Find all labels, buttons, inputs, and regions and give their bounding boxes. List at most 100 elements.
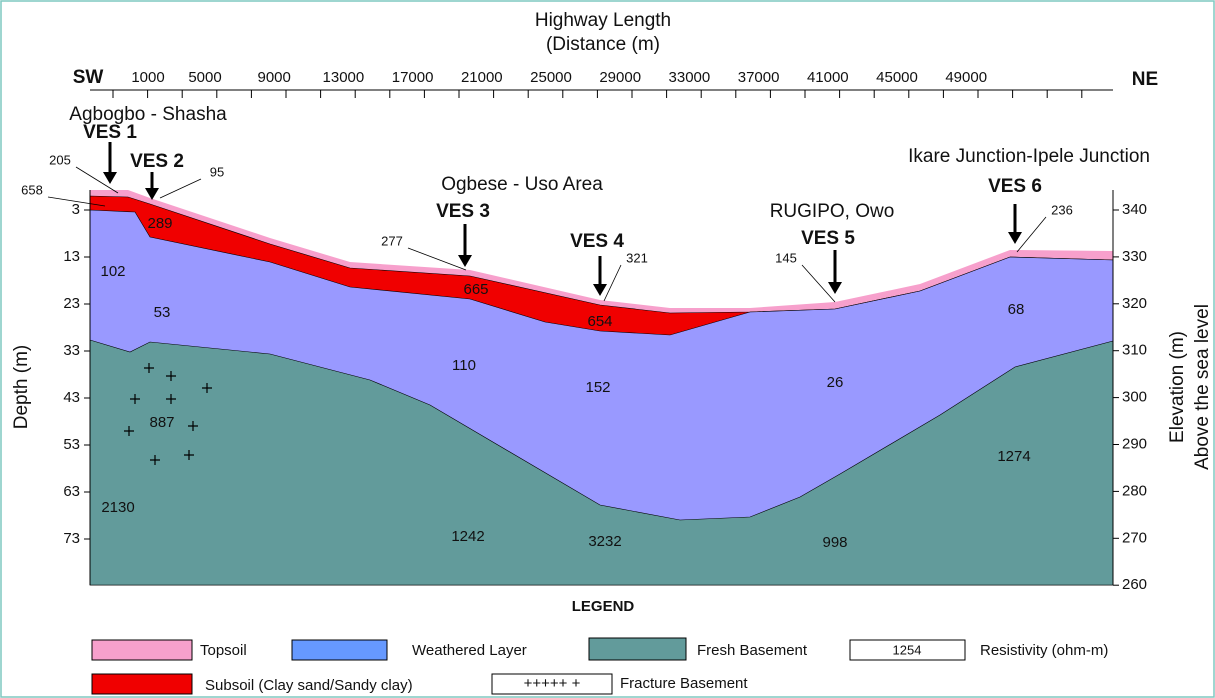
leader-line (1016, 216, 1047, 253)
resistivity-label: 110 (452, 357, 476, 374)
y-tick-label: 270 (1122, 529, 1147, 546)
legend-swatch (588, 637, 687, 661)
legend-sample: 1254 (893, 642, 922, 657)
legend-swatch (91, 639, 193, 661)
arrow-head (103, 172, 117, 184)
y-tick-label: 290 (1122, 435, 1147, 452)
y-tick-label: 330 (1122, 248, 1147, 265)
right-axis-label: Above the sea level (1192, 304, 1213, 470)
resistivity-label: 152 (585, 379, 610, 396)
resistivity-label: 289 (147, 215, 172, 232)
resistivity-label: 665 (463, 281, 488, 298)
x-tick-label: 45000 (876, 69, 918, 86)
y-tick-label: 63 (63, 483, 80, 500)
x-tick-label: 37000 (738, 69, 780, 86)
leader-line (47, 196, 106, 207)
y-tick-label: 33 (63, 342, 80, 359)
resistivity-label: 145 (775, 250, 797, 265)
resistivity-label: 53 (154, 304, 171, 321)
x-tick-label: 1000 (131, 69, 164, 86)
arrow-head (828, 282, 842, 294)
leader-line (603, 264, 622, 302)
y-tick-label: 300 (1122, 389, 1147, 406)
y-tick-label: 260 (1122, 576, 1147, 593)
resistivity-label: 1274 (997, 448, 1030, 465)
y-tick-label: 13 (63, 248, 80, 265)
x-tick-label: 41000 (807, 69, 849, 86)
x-tick-label: 9000 (258, 69, 291, 86)
title: Highway Length (535, 10, 671, 31)
ves-label: VES 4 (570, 231, 624, 252)
place-label: RUGIPO, Owo (770, 201, 895, 222)
resistivity-label: 95 (210, 164, 224, 179)
leader-line (801, 264, 836, 303)
fracture-symbols (124, 363, 212, 465)
leader-lines (47, 166, 1047, 303)
legend-sample: +++++ + (524, 675, 581, 692)
resistivity-label: 68 (1008, 301, 1025, 318)
resistivity-label: 1242 (451, 528, 484, 545)
legend-label: Topsoil (200, 642, 247, 659)
legend-swatch (491, 673, 613, 695)
resistivity-label: 887 (149, 414, 174, 431)
ves-label: VES 6 (988, 176, 1042, 197)
legend-title: LEGEND (572, 598, 635, 615)
legend-swatch (291, 639, 388, 661)
ves-label: VES 5 (801, 228, 855, 249)
legend-label: Fracture Basement (620, 675, 748, 692)
legend-swatch (91, 673, 193, 695)
x-tick-label: 49000 (945, 69, 987, 86)
y-tick-label: 310 (1122, 342, 1147, 359)
leader-line (407, 247, 467, 271)
legend-swatch (849, 639, 966, 661)
leader-line (159, 178, 202, 199)
sw-label: SW (73, 67, 104, 88)
resistivity-label: 2130 (101, 499, 134, 516)
y-tick-label: 320 (1122, 295, 1147, 312)
place-label: Agbogbo - Shasha (69, 104, 227, 125)
y-tick-label: 3 (72, 201, 80, 218)
resistivity-label: 3232 (588, 533, 621, 550)
ves-label: VES 3 (436, 201, 490, 222)
place-label: Ogbese - Uso Area (441, 174, 603, 195)
resistivity-label: 998 (822, 534, 847, 551)
ves-arrows (103, 142, 1022, 296)
axes (84, 89, 1119, 586)
y-tick-label: 73 (63, 530, 80, 547)
resistivity-label: 277 (381, 233, 403, 248)
y-tick-label: 23 (63, 295, 80, 312)
resistivity-label: 321 (626, 250, 648, 265)
x-tick-label: 33000 (669, 69, 711, 86)
legend-label: Resistivity (ohm-m) (980, 642, 1108, 659)
ne-label: NE (1132, 69, 1158, 90)
legend-label: Fresh Basement (697, 642, 808, 659)
resistivity-label: 658 (21, 182, 43, 197)
ves-label: VES 2 (130, 151, 184, 172)
y-tick-label: 340 (1122, 201, 1147, 218)
x-tick-label: 29000 (599, 69, 641, 86)
left-axis-label: Depth (m) (11, 345, 32, 429)
y-tick-label: 280 (1122, 482, 1147, 499)
legend-label: Subsoil (Clay sand/Sandy clay) (205, 677, 413, 694)
resistivity-label: 236 (1051, 202, 1073, 217)
y-tick-label: 43 (63, 389, 80, 406)
ves-label: VES 1 (83, 122, 137, 143)
leader-line (75, 166, 119, 194)
right-axis-label: Elevation (m) (1167, 331, 1188, 443)
resistivity-label: 205 (49, 152, 71, 167)
x-tick-label: 21000 (461, 69, 503, 86)
arrow-head (145, 188, 159, 200)
x-tick-label: 13000 (323, 69, 365, 86)
arrow-head (458, 255, 472, 267)
subtitle: (Distance (m) (546, 34, 660, 55)
legend-label: Weathered Layer (412, 642, 527, 659)
resistivity-label: 654 (587, 313, 612, 330)
x-tick-label: 5000 (188, 69, 221, 86)
resistivity-label: 102 (100, 263, 125, 280)
arrow-head (593, 284, 607, 296)
resistivity-label: 26 (827, 374, 844, 391)
x-tick-label: 17000 (392, 69, 434, 86)
x-tick-label: 25000 (530, 69, 572, 86)
arrow-head (1008, 232, 1022, 244)
